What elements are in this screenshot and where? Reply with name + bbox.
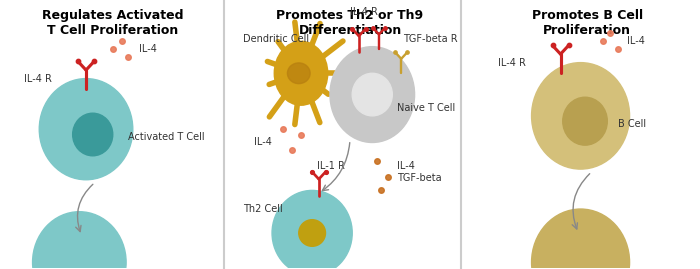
Text: IL-4 R: IL-4 R	[498, 58, 526, 68]
Text: IL-4: IL-4	[254, 137, 272, 147]
Text: Dendritic Cell: Dendritic Cell	[243, 34, 309, 44]
Ellipse shape	[39, 79, 133, 180]
Text: Naive T Cell: Naive T Cell	[397, 103, 455, 113]
Ellipse shape	[33, 212, 126, 269]
Text: IL-4 R: IL-4 R	[24, 74, 52, 84]
FancyArrowPatch shape	[572, 174, 589, 229]
Ellipse shape	[531, 209, 629, 269]
Text: Th2 Cell: Th2 Cell	[243, 204, 283, 214]
Ellipse shape	[563, 97, 608, 145]
Ellipse shape	[272, 190, 352, 269]
Text: IL-4: IL-4	[627, 36, 645, 46]
Ellipse shape	[299, 220, 326, 246]
Text: TGF-beta R: TGF-beta R	[403, 34, 458, 44]
Text: IL-4 R: IL-4 R	[350, 7, 378, 17]
Text: IL-1 R: IL-1 R	[316, 161, 344, 171]
Ellipse shape	[531, 63, 629, 169]
Text: IL-4
TGF-beta: IL-4 TGF-beta	[397, 161, 442, 183]
FancyArrowPatch shape	[76, 184, 93, 232]
Ellipse shape	[288, 63, 310, 84]
Text: Promotes Th2 or Th9
Differentiation: Promotes Th2 or Th9 Differentiation	[276, 9, 424, 37]
Ellipse shape	[330, 47, 414, 143]
Text: Activated T Cell: Activated T Cell	[128, 132, 205, 142]
Text: Regulates Activated
T Cell Proliferation: Regulates Activated T Cell Proliferation	[42, 9, 183, 37]
Text: B Cell: B Cell	[618, 119, 647, 129]
Ellipse shape	[73, 113, 113, 156]
Text: Promotes B Cell
Proliferation: Promotes B Cell Proliferation	[532, 9, 643, 37]
Text: IL-4: IL-4	[139, 44, 158, 54]
Ellipse shape	[352, 73, 392, 116]
Circle shape	[274, 41, 328, 105]
FancyArrowPatch shape	[323, 143, 350, 191]
